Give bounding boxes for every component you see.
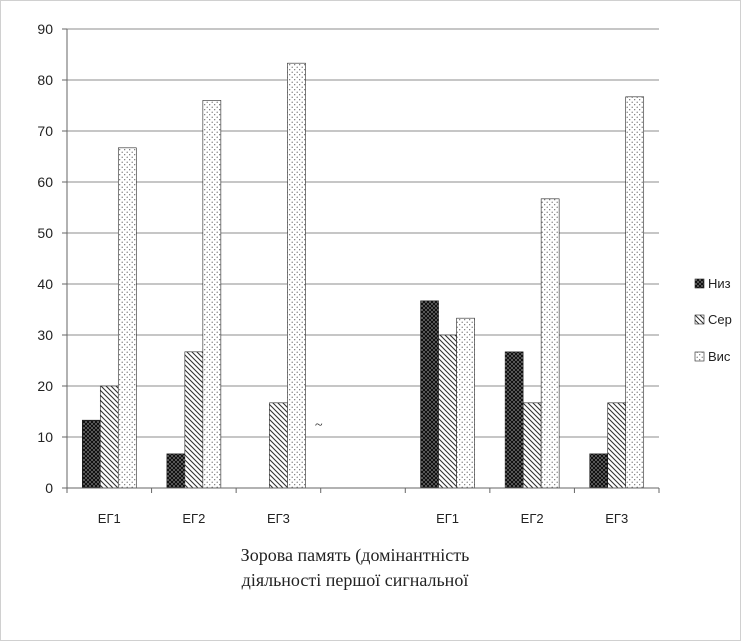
- category-labels: ЕГ1 ЕГ2 ЕГ3 ЕГ1 ЕГ2 ЕГ3: [98, 511, 628, 526]
- bar-Сер: [99, 385, 119, 489]
- x-axis-label-line-1: Зорова память (домінантність: [241, 545, 470, 566]
- bar-Низ: [504, 351, 524, 489]
- category-label: ЕГ1: [436, 511, 459, 526]
- y-tick-label: 40: [37, 276, 53, 292]
- y-tick-label: 90: [37, 21, 53, 37]
- y-tick-label: 60: [37, 174, 53, 190]
- category-label: ЕГ3: [605, 511, 628, 526]
- bar-Вис: [117, 147, 137, 489]
- legend-swatch: [694, 314, 705, 325]
- bar-Сер: [522, 402, 542, 489]
- legend-swatch: [694, 278, 705, 289]
- bar-Сер: [607, 402, 627, 489]
- bar-Вис: [456, 317, 475, 489]
- y-tick-label: 10: [37, 429, 53, 445]
- legend-label: Вис: [708, 349, 731, 364]
- legend: Низ Сер Вис: [694, 276, 732, 364]
- y-tick-label: 80: [37, 72, 53, 88]
- gridlines: [67, 28, 659, 438]
- y-tick-label: 70: [37, 123, 53, 139]
- bars: [81, 62, 645, 489]
- category-label: ЕГ2: [182, 511, 205, 526]
- legend-label: Сер: [708, 312, 732, 327]
- legend-label: Низ: [708, 276, 731, 291]
- bar-Вис: [202, 100, 222, 489]
- y-tick-label: 50: [37, 225, 53, 241]
- bar-Сер: [438, 334, 457, 489]
- y-tick-labels: 0 10 20 30 40 50 60 70 80 90: [37, 21, 67, 496]
- category-label: ЕГ2: [521, 511, 544, 526]
- legend-swatch: [694, 351, 705, 362]
- x-axis-label-line-2: діяльності першої сигнальної: [242, 570, 469, 590]
- axes: [66, 29, 660, 493]
- y-tick-label: 0: [45, 480, 53, 496]
- y-tick-label: 20: [37, 378, 53, 394]
- category-label: ЕГ3: [267, 511, 290, 526]
- bar-Вис: [287, 62, 306, 489]
- bar-Низ: [166, 453, 186, 489]
- bar-Вис: [625, 96, 645, 489]
- bar-Низ: [420, 300, 439, 489]
- annotation: ~: [315, 418, 323, 433]
- category-label: ЕГ1: [98, 511, 121, 526]
- y-tick-label: 30: [37, 327, 53, 343]
- bar-Сер: [184, 351, 204, 489]
- bar-Сер: [269, 402, 288, 489]
- bar-Низ: [81, 419, 101, 489]
- bar-Низ: [589, 453, 609, 489]
- bar-Вис: [540, 198, 560, 489]
